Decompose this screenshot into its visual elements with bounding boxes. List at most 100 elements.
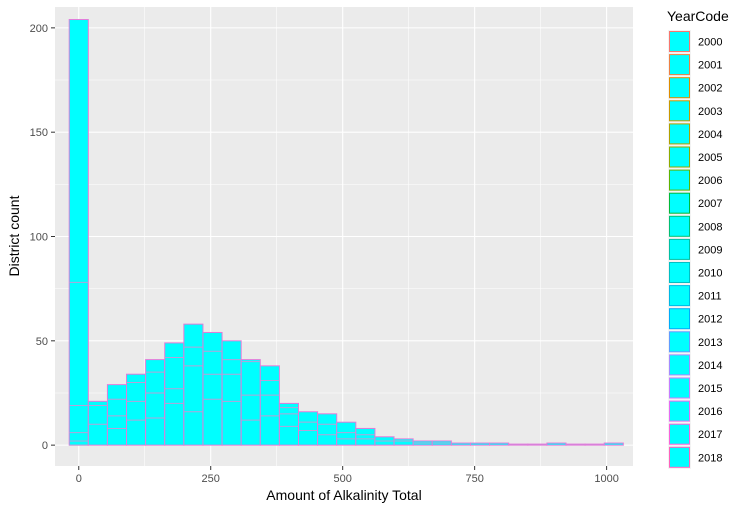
histogram-bar (603, 442, 624, 446)
x-tick-label: 500 (334, 473, 352, 485)
bar-total (393, 438, 414, 446)
legend-swatch (669, 100, 690, 122)
histogram-bar (68, 19, 89, 446)
legend-swatch (669, 215, 690, 237)
legend-label: 2011 (698, 291, 722, 303)
histogram-bar (221, 340, 242, 446)
legend-swatch (669, 123, 690, 145)
legend-swatch (669, 31, 690, 52)
y-tick-label: 200 (30, 23, 48, 35)
legend-item: 2008 (668, 214, 722, 238)
legend-swatch (669, 169, 690, 191)
legend-item: 2002 (668, 76, 722, 100)
legend-item: 2016 (668, 399, 722, 423)
legend-swatch (669, 308, 690, 330)
legend-label: 2001 (698, 60, 722, 72)
legend-items: 2000 2001 2002 2003 2004 2005 2006 2007 2008 2009… (668, 30, 722, 469)
histogram-bar (202, 331, 223, 446)
histogram-bar (145, 359, 166, 446)
legend-label: 2017 (698, 429, 722, 441)
histogram-bar (431, 440, 452, 446)
bar-total (183, 323, 204, 446)
legend-label: 2006 (698, 175, 722, 187)
legend-item: 2009 (668, 237, 722, 261)
bar-total (450, 442, 471, 446)
histogram-bar (278, 402, 299, 446)
legend-item: 2017 (668, 422, 722, 446)
bar-total (546, 442, 567, 446)
histogram-bar (106, 384, 128, 446)
bar-total (336, 421, 357, 446)
legend-label: 2016 (698, 406, 722, 418)
legend-item: 2010 (668, 261, 722, 284)
histogram-bar (489, 442, 510, 446)
bar-total (565, 443, 586, 446)
legend-swatch (669, 54, 690, 76)
legend-item: 2006 (668, 168, 722, 192)
histogram-bar (393, 438, 414, 446)
legend-title: YearCode (667, 8, 729, 24)
bar-total (68, 19, 89, 446)
histogram-bar (336, 421, 357, 446)
bar-total (126, 373, 147, 446)
legend-label: 2009 (698, 244, 722, 256)
legend-swatch (669, 192, 690, 214)
legend-item: 2003 (668, 99, 722, 123)
histogram-bar (355, 427, 376, 446)
histogram-bar (164, 342, 185, 446)
bar-total (164, 342, 185, 446)
histogram-bar (297, 411, 319, 446)
histogram-bar (508, 443, 529, 446)
y-tick-label: 150 (30, 127, 48, 139)
y-axis: 0 50 100 150 200 (30, 23, 55, 452)
bar-total (106, 384, 128, 446)
bar-total (469, 442, 491, 446)
bar-total (259, 365, 280, 446)
legend-item: 2001 (668, 53, 722, 77)
bar-total (240, 359, 261, 446)
histogram-bar (317, 413, 338, 446)
bar-total (202, 331, 223, 446)
histogram-bar (183, 323, 204, 446)
legend-label: 2010 (698, 268, 722, 280)
bar-total (278, 402, 299, 446)
histogram-bar (126, 373, 147, 446)
legend-label: 2015 (698, 383, 722, 395)
histogram-bar (469, 442, 491, 446)
bar-total (355, 427, 376, 446)
legend-swatch (669, 331, 690, 353)
legend-swatch (669, 400, 690, 422)
histogram-bar (259, 365, 280, 446)
legend-label: 2007 (698, 198, 722, 210)
bar-total (584, 443, 605, 446)
x-tick-label: 250 (202, 473, 220, 485)
legend-swatch (669, 262, 690, 283)
legend-item: 2011 (668, 284, 722, 308)
legend-item: 2007 (668, 191, 722, 215)
legend-swatch (669, 354, 690, 376)
legend: YearCode 2000200120022003200420052006200… (667, 8, 729, 469)
histogram-bar (527, 443, 548, 446)
x-axis-title: Amount of Alkalinity Total (266, 487, 421, 503)
legend-swatch (669, 77, 690, 99)
histogram-bar (450, 442, 471, 446)
histogram-bar (546, 442, 567, 446)
legend-swatch (669, 423, 690, 445)
legend-label: 2000 (698, 37, 722, 49)
legend-label: 2003 (698, 106, 722, 118)
legend-item: 2012 (668, 307, 722, 331)
legend-item: 2014 (668, 353, 722, 377)
bar-total (297, 411, 319, 446)
legend-swatch (669, 377, 690, 399)
legend-swatch (669, 446, 690, 468)
legend-label: 2004 (698, 129, 722, 141)
legend-swatch (669, 146, 690, 168)
x-tick-label: 1000 (594, 473, 618, 485)
legend-label: 2005 (698, 152, 722, 164)
x-tick-label: 0 (76, 473, 82, 485)
histogram-bar (565, 443, 586, 446)
histogram-bar (412, 440, 433, 446)
legend-item: 2004 (668, 122, 722, 146)
legend-label: 2014 (698, 360, 722, 372)
